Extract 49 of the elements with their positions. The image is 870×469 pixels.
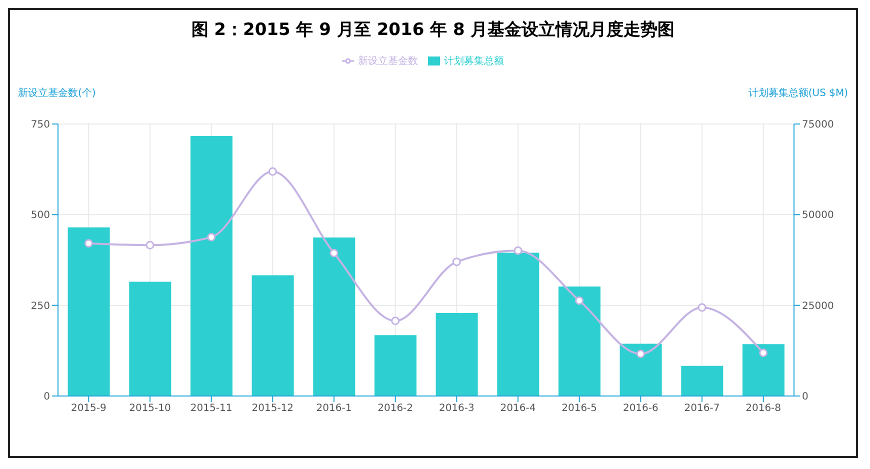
x-tick-label: 2016-7 [684, 403, 720, 414]
x-tick-label: 2016-5 [562, 403, 598, 414]
x-tick-label: 2016-3 [438, 403, 474, 414]
y2-tick-label: 0 [802, 392, 808, 403]
x-tick-label: 2016-8 [746, 403, 782, 414]
x-tick-label: 2015-11 [190, 403, 232, 414]
x-tick-label: 2015-12 [252, 403, 294, 414]
x-tick-label: 2016-6 [622, 403, 658, 414]
bar [374, 335, 416, 396]
bar [742, 344, 784, 396]
bar [190, 136, 232, 396]
x-tick-label: 2016-2 [378, 403, 414, 414]
y-tick-label: 750 [30, 120, 50, 131]
bar [313, 238, 356, 396]
legend-label: 新设立基金数 [358, 56, 418, 67]
point [514, 246, 522, 255]
point [146, 240, 154, 250]
point [759, 348, 768, 358]
point [330, 248, 338, 258]
y-tick-label: 250 [30, 300, 50, 312]
x-tick-label: 2015-10 [129, 403, 171, 414]
bar [252, 275, 294, 396]
y2-tick-label: 25000 [802, 300, 834, 312]
point [84, 239, 93, 248]
x-tick-label: 2016-4 [500, 403, 536, 414]
point [698, 303, 706, 312]
point [636, 350, 645, 358]
chart-title: 图 2：2015 年 9 月至 2016 年 8 月基金设立情况月度走势图 [190, 19, 676, 42]
y2-tick-label: 50000 [802, 210, 834, 222]
point [452, 258, 461, 266]
point [207, 232, 216, 242]
bar [558, 286, 600, 396]
bar [681, 366, 724, 396]
x-tick-label: 2015-9 [70, 403, 106, 414]
bar [436, 312, 478, 396]
y2-tick-label: 75000 [802, 120, 834, 131]
x-tick-label: 2016-1 [316, 403, 352, 414]
legend-label: 计划募集总额 [444, 56, 504, 67]
bar [497, 252, 540, 396]
bar [129, 282, 172, 396]
y-tick-label: 0 [44, 392, 50, 403]
y-axis-title: 新设立基金数(个) [18, 86, 96, 100]
bar [68, 227, 110, 396]
bar [620, 344, 662, 396]
point [575, 296, 584, 305]
y2-axis-title: 计划募集总额(US $M) [748, 86, 848, 100]
y-tick-label: 500 [30, 210, 50, 222]
point [391, 316, 400, 326]
point [268, 167, 277, 176]
